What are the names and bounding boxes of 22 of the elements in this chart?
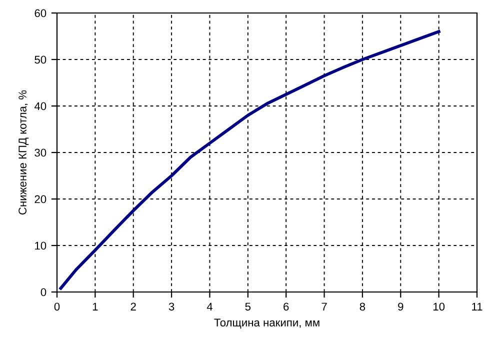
y-tick-label: 30 [34,148,46,157]
y-tick-label: 10 [35,242,46,250]
x-tick-label: 6 [284,302,289,311]
y-axis-title: Снижение КПД котла, % [18,90,29,214]
x-tick-label: 11 [472,302,482,310]
x-tick-label: 9 [398,302,404,311]
x-tick-label: 10 [433,302,445,311]
y-tick-label: 60 [34,9,46,18]
x-axis-title: Толщина накипи, мм [214,318,320,329]
y-tick-label: 20 [34,195,46,204]
x-tick-label: 1 [92,302,98,310]
x-tick-label: 8 [360,302,366,311]
x-tick-label: 5 [245,302,251,311]
line-series [59,30,440,290]
x-tick-label: 0 [54,302,60,311]
y-tick-label: 40 [34,102,46,110]
x-tick-label: 7 [322,302,327,310]
y-tick-label: 0 [40,288,46,296]
x-tick-label: 2 [130,302,136,310]
x-tick-label: 4 [206,302,212,310]
x-tick-label: 3 [168,302,174,311]
y-tick-label: 50 [34,56,46,64]
